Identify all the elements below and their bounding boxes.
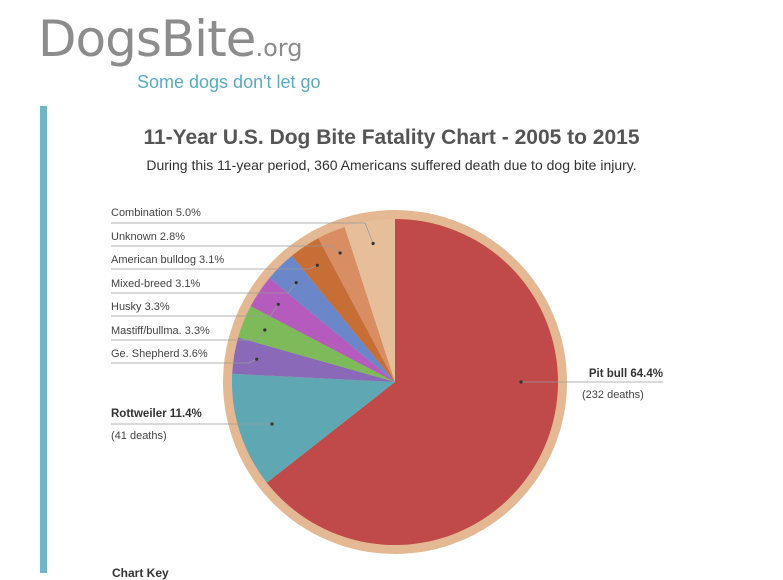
slice-label-unknown: Unknown 2.8% [111, 231, 185, 243]
slice-deaths-rottweiler: (41 deaths) [111, 430, 167, 442]
leader-line-mixed-breed [111, 282, 297, 294]
leader-dot-rottweiler [270, 422, 274, 426]
logo-tagline: Some dogs don't let go [137, 72, 321, 92]
leader-dot-pit-bull [519, 380, 523, 384]
leader-dot-husky [276, 302, 280, 306]
leader-line-unknown [111, 245, 341, 254]
site-logo[interactable]: DogsBite.org Some dogs don't let go [38, 14, 321, 92]
logo-tld: .org [255, 34, 303, 62]
pie-slice-mastiff-bullma [238, 306, 395, 382]
accent-side-bar [40, 106, 47, 573]
slice-label-mastiff-bullma: Mastiff/bullma. 3.3% [111, 325, 210, 337]
leader-dot-american-bulldog [315, 263, 319, 267]
leader-dot-mixed-breed [294, 281, 298, 285]
pie-slice-ge-shepherd [232, 337, 395, 382]
logo-name: DogsBite [38, 10, 256, 68]
slice-label-combination: Combination 5.0% [111, 207, 201, 219]
slice-label-husky: Husky 3.3% [111, 301, 170, 313]
chart-key-heading: Chart Key [112, 566, 169, 580]
slice-deaths-pit-bull: (232 deaths) [582, 389, 644, 401]
slice-label-rottweiler: Rottweiler 11.4% [111, 408, 202, 420]
logo-wordmark: DogsBite.org [38, 14, 302, 64]
slice-label-pit-bull: Pit bull 64.4% [589, 368, 663, 380]
pie-slice-mixed-breed [269, 255, 395, 382]
leader-line-ge-shepherd [111, 358, 257, 364]
leader-line-combination [111, 222, 374, 244]
leader-line-mastiff-bullma [111, 329, 266, 341]
chart-subtitle: During this 11-year period, 360 American… [146, 157, 637, 173]
pie-slice-combination [344, 219, 395, 382]
leader-dot-unknown [338, 251, 342, 255]
pie-slice-pit-bull [266, 219, 558, 545]
leader-dot-mastiff-bullma [263, 328, 267, 332]
slice-label-ge-shepherd: Ge. Shepherd 3.6% [111, 348, 208, 360]
pie-slice-unknown [318, 226, 395, 382]
leader-line-american-bulldog [111, 264, 318, 270]
chart-title: 11-Year U.S. Dog Bite Fatality Chart - 2… [143, 126, 640, 149]
leader-line-husky [111, 304, 279, 317]
leader-dot-ge-shepherd [255, 357, 259, 361]
leader-dot-combination [371, 241, 375, 246]
slice-label-american-bulldog: American bulldog 3.1% [111, 254, 224, 266]
pie-slice-rottweiler [232, 373, 395, 483]
pie-slice-american-bulldog [291, 238, 395, 382]
pie-slice-husky [250, 278, 395, 382]
slice-label-mixed-breed: Mixed-breed 3.1% [111, 278, 200, 290]
